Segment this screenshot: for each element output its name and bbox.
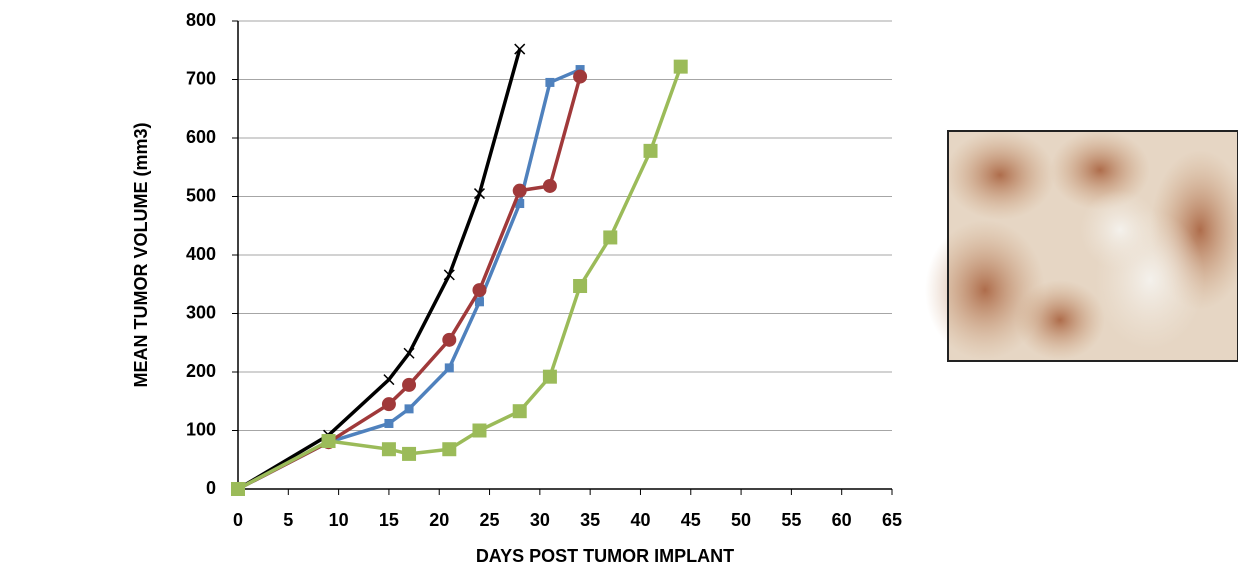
marker [404, 404, 414, 414]
marker [231, 482, 245, 496]
y-tick-label: 700 [186, 68, 216, 88]
marker [575, 65, 585, 75]
x-tick-label: 35 [580, 510, 600, 530]
x-tick-label: 0 [233, 510, 243, 530]
y-tick-label: 600 [186, 127, 216, 147]
y-tick-label: 800 [186, 10, 216, 30]
x-tick-label: 25 [480, 510, 500, 530]
histology-image [925, 130, 1238, 362]
marker [442, 332, 457, 347]
marker [381, 442, 396, 457]
marker [573, 279, 588, 294]
marker [673, 59, 688, 74]
series-line [237, 66, 683, 491]
marker [402, 446, 417, 461]
series-line [237, 48, 522, 491]
x-tick-label: 65 [882, 510, 902, 530]
marker [403, 347, 415, 359]
y-tick-label: 0 [206, 478, 216, 498]
x-tick-label: 60 [832, 510, 852, 530]
marker [443, 269, 455, 281]
series-line [237, 67, 581, 491]
x-tick-label: 15 [379, 510, 399, 530]
x-tick-label: 5 [283, 510, 293, 530]
y-tick-label: 500 [186, 185, 216, 205]
marker [473, 188, 486, 200]
marker [515, 199, 525, 209]
marker [444, 363, 454, 373]
marker [643, 143, 658, 158]
marker [472, 283, 487, 298]
y-tick-label: 300 [186, 302, 216, 322]
marker [603, 230, 618, 245]
x-tick-label: 10 [329, 510, 349, 530]
y-tick-label: 100 [186, 419, 216, 439]
x-axis-label: DAYS POST TUMOR IMPLANT [476, 546, 734, 566]
marker [472, 423, 487, 438]
marker [381, 397, 396, 412]
y-tick-label: 400 [186, 244, 216, 264]
marker [321, 434, 336, 449]
x-tick-label: 45 [681, 510, 701, 530]
marker [474, 297, 484, 307]
marker [542, 178, 557, 193]
marker [383, 374, 395, 386]
marker [512, 404, 527, 419]
marker [512, 183, 527, 198]
marker [545, 77, 555, 87]
x-tick-label: 50 [731, 510, 751, 530]
marker [384, 418, 394, 428]
y-tick-label: 200 [186, 361, 216, 381]
marker [402, 377, 417, 392]
x-tick-label: 30 [530, 510, 550, 530]
marker [542, 369, 557, 384]
marker [573, 69, 588, 84]
marker [514, 43, 526, 55]
y-axis-label: MEAN TUMOR VOLUME (mm3) [131, 122, 151, 387]
x-tick-label: 20 [429, 510, 449, 530]
x-tick-label: 55 [781, 510, 801, 530]
x-tick-label: 40 [630, 510, 650, 530]
marker [442, 442, 457, 457]
